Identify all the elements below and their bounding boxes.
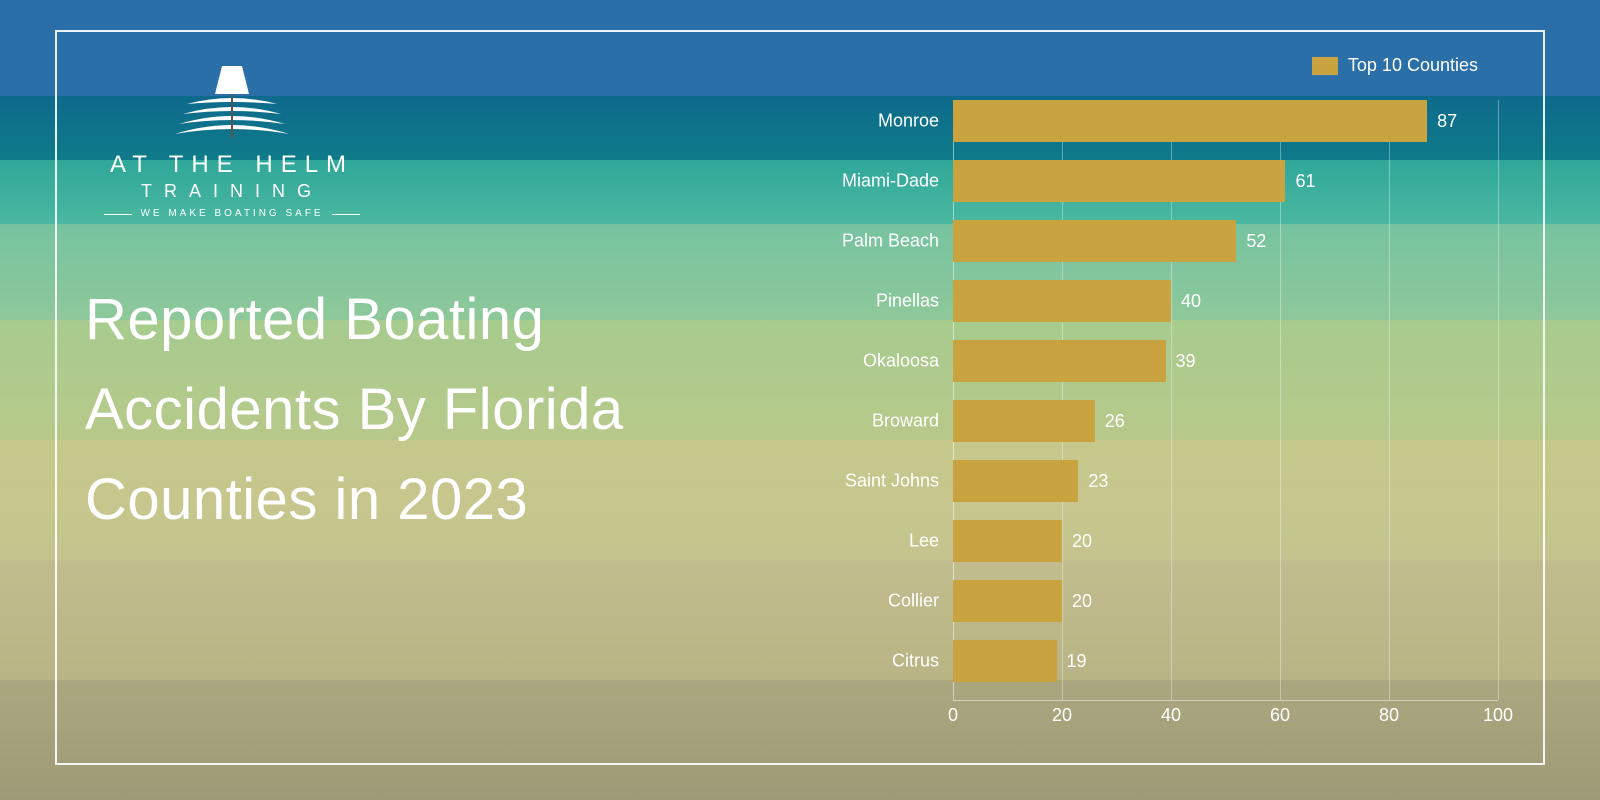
legend: Top 10 Counties bbox=[1312, 55, 1478, 76]
bar-row: Miami-Dade61 bbox=[953, 160, 1498, 202]
bar bbox=[953, 220, 1236, 262]
category-label: Miami-Dade bbox=[842, 171, 939, 192]
x-tick: 40 bbox=[1161, 705, 1181, 726]
gridline bbox=[1498, 100, 1499, 700]
bar-row: Pinellas40 bbox=[953, 280, 1498, 322]
category-label: Pinellas bbox=[876, 291, 939, 312]
category-label: Lee bbox=[909, 531, 939, 552]
logo-line2: TRAINING bbox=[110, 181, 354, 202]
bar-row: Monroe87 bbox=[953, 100, 1498, 142]
bar-row: Collier20 bbox=[953, 580, 1498, 622]
category-label: Palm Beach bbox=[842, 231, 939, 252]
bar-value: 26 bbox=[1105, 411, 1125, 432]
bar-row: Lee20 bbox=[953, 520, 1498, 562]
category-label: Collier bbox=[888, 591, 939, 612]
bar-value: 20 bbox=[1072, 591, 1092, 612]
logo-text: AT THE HELM TRAINING WE MAKE BOATING SAF… bbox=[110, 151, 354, 221]
x-tick: 20 bbox=[1052, 705, 1072, 726]
logo-icon bbox=[167, 60, 297, 145]
bar bbox=[953, 580, 1062, 622]
legend-swatch bbox=[1312, 57, 1338, 75]
bar-value: 19 bbox=[1067, 651, 1087, 672]
bar bbox=[953, 160, 1285, 202]
x-tick: 0 bbox=[948, 705, 958, 726]
bar bbox=[953, 640, 1057, 682]
category-label: Citrus bbox=[892, 651, 939, 672]
plot-area: Monroe87 Miami-Dade61 Palm Beach52 Pinellas… bbox=[953, 100, 1498, 700]
bar-row: Citrus19 bbox=[953, 640, 1498, 682]
bar-value: 87 bbox=[1437, 111, 1457, 132]
infographic-canvas: AT THE HELM TRAINING WE MAKE BOATING SAF… bbox=[0, 0, 1600, 800]
bar bbox=[953, 280, 1171, 322]
legend-label: Top 10 Counties bbox=[1348, 55, 1478, 76]
bar-value: 23 bbox=[1088, 471, 1108, 492]
bar-chart: Top 10 Counties Monroe87Miami-Dade61Palm… bbox=[818, 55, 1518, 745]
bar-value: 39 bbox=[1176, 351, 1196, 372]
logo-tagline: WE MAKE BOATING SAFE bbox=[132, 208, 331, 219]
category-label: Monroe bbox=[878, 111, 939, 132]
logo-line1: AT THE HELM bbox=[110, 151, 354, 179]
headline: Reported Boating Accidents By Florida Co… bbox=[85, 275, 785, 545]
bar-row: Okaloosa39 bbox=[953, 340, 1498, 382]
x-axis-line bbox=[953, 700, 1498, 701]
bar-row: Broward26 bbox=[953, 400, 1498, 442]
bar-value: 52 bbox=[1246, 231, 1266, 252]
bar-row: Saint Johns23 bbox=[953, 460, 1498, 502]
bar-value: 61 bbox=[1295, 171, 1315, 192]
category-label: Saint Johns bbox=[845, 471, 939, 492]
category-label: Broward bbox=[872, 411, 939, 432]
x-tick: 60 bbox=[1270, 705, 1290, 726]
x-tick: 100 bbox=[1483, 705, 1513, 726]
bar bbox=[953, 100, 1427, 142]
x-tick: 80 bbox=[1379, 705, 1399, 726]
x-axis: 020406080100 bbox=[953, 705, 1498, 735]
bar bbox=[953, 460, 1078, 502]
bar bbox=[953, 340, 1166, 382]
bar-value: 20 bbox=[1072, 531, 1092, 552]
bar-value: 40 bbox=[1181, 291, 1201, 312]
category-label: Okaloosa bbox=[863, 351, 939, 372]
bar-row: Palm Beach52 bbox=[953, 220, 1498, 262]
bar bbox=[953, 400, 1095, 442]
brand-logo: AT THE HELM TRAINING WE MAKE BOATING SAF… bbox=[110, 60, 354, 221]
bar bbox=[953, 520, 1062, 562]
